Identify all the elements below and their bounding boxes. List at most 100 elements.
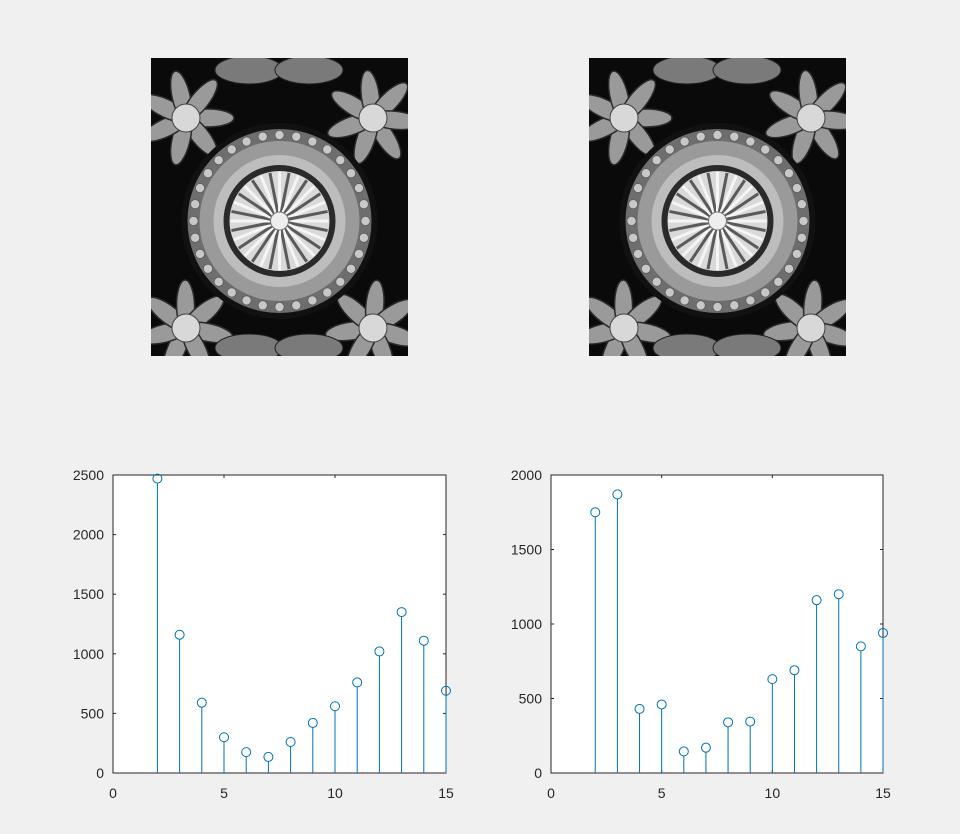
bead [335, 155, 346, 166]
y-tick-label: 0 [534, 765, 542, 781]
bead [274, 130, 285, 141]
stem-marker [374, 646, 385, 657]
y-tick-label: 1500 [73, 586, 104, 602]
stem-marker [590, 507, 601, 518]
y-tick-label: 2000 [511, 467, 542, 483]
stem-marker [396, 607, 407, 618]
stem-marker [723, 717, 734, 728]
stem-marker [330, 701, 340, 712]
scroll-shape [274, 58, 344, 85]
original-image-axes [151, 58, 408, 356]
bead [241, 136, 252, 147]
bead [729, 300, 740, 311]
flower-center [358, 313, 388, 343]
stem-plot-left: 0 5 10 15 0 500 1000 1500 2000 2500 [73, 467, 454, 801]
bead [664, 144, 675, 155]
rosette-center [270, 211, 289, 231]
bead [664, 287, 675, 298]
scroll-shape [274, 333, 344, 356]
bead [213, 155, 224, 166]
bead [360, 215, 371, 226]
stem-marker [811, 595, 822, 606]
y-tick-label: 1500 [511, 542, 542, 558]
x-tick-label: 5 [658, 785, 666, 801]
bead [745, 295, 756, 306]
bead [679, 136, 690, 147]
bead [628, 199, 639, 210]
x-tick-label: 0 [547, 785, 555, 801]
stem-marker [418, 635, 429, 646]
bead [796, 199, 807, 210]
bead [202, 263, 213, 274]
flower-center [796, 313, 826, 343]
stem-marker [789, 665, 800, 676]
bead [651, 276, 662, 287]
bead [358, 199, 369, 210]
x-tick-label: 0 [109, 785, 117, 801]
stem-marker [678, 746, 689, 757]
stem-marker [745, 716, 756, 727]
x-tick-label: 10 [327, 785, 343, 801]
stem-marker [441, 685, 451, 696]
bead [791, 183, 802, 194]
bead [796, 232, 807, 243]
bead [745, 136, 756, 147]
bead [307, 295, 318, 306]
stem-marker [174, 629, 185, 640]
stem-marker [352, 677, 363, 688]
stem-marker [855, 641, 866, 652]
bead [190, 199, 201, 210]
flower-center [171, 103, 201, 133]
stem-marker [196, 697, 207, 708]
y-tick-label: 500 [81, 705, 105, 721]
stem-marker [878, 627, 888, 638]
bead [628, 232, 639, 243]
bead [213, 276, 224, 287]
processed-image-axes [589, 58, 846, 356]
bead [202, 168, 213, 179]
bead [695, 300, 706, 311]
flower-center [171, 313, 201, 343]
bead [190, 232, 201, 243]
bead [257, 300, 268, 311]
flower-center [796, 103, 826, 133]
rosette-center [708, 211, 727, 231]
bead [226, 144, 237, 155]
stem-marker [833, 589, 844, 600]
bead [640, 168, 651, 179]
stem-marker [263, 751, 274, 762]
plot-area-right [550, 474, 884, 774]
processed-image [589, 58, 846, 356]
bead [695, 131, 706, 142]
bead [358, 232, 369, 243]
x-tick-label: 5 [220, 785, 228, 801]
bead [760, 144, 771, 155]
bead [241, 295, 252, 306]
bead [784, 263, 795, 274]
bead [633, 248, 644, 259]
stem-marker [241, 747, 252, 758]
scroll-shape [712, 333, 782, 356]
bead [257, 131, 268, 142]
bead [291, 131, 302, 142]
bead [307, 136, 318, 147]
stem-marker [612, 489, 623, 500]
y-tick-label: 2000 [73, 527, 104, 543]
stem-marker [307, 717, 318, 728]
stem-marker [219, 732, 229, 743]
bead [353, 248, 364, 259]
bead [195, 248, 206, 259]
bead [188, 215, 199, 226]
x-tick-label: 15 [875, 785, 891, 801]
y-tick-label: 2500 [73, 467, 104, 483]
bead [626, 215, 637, 226]
x-tick-label: 10 [765, 785, 781, 801]
bead [798, 215, 809, 226]
bead [291, 300, 302, 311]
bead [712, 130, 723, 141]
bead [335, 276, 346, 287]
stem-marker [656, 699, 667, 710]
flower-center [609, 103, 639, 133]
bead [679, 295, 690, 306]
